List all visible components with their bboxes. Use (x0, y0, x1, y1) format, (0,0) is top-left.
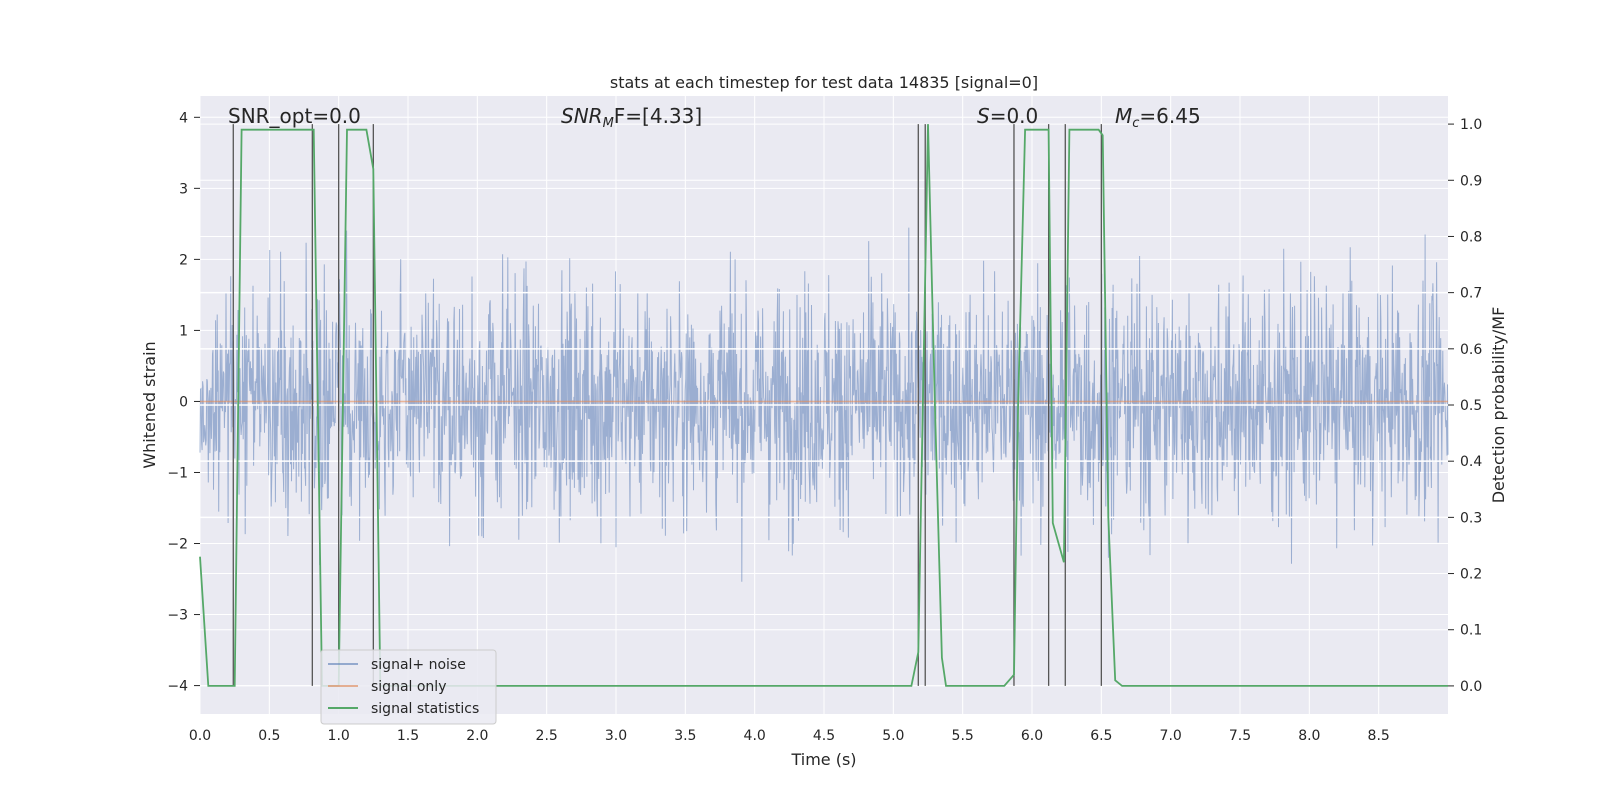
legend-box (320, 649, 497, 725)
y-tick-label: −1 (167, 465, 188, 481)
y-tick-label: 1 (179, 323, 188, 339)
x-tick-label: 3.5 (674, 728, 696, 744)
y-tick-label: 2 (179, 252, 188, 268)
y2-tick-label: 1.0 (1460, 117, 1482, 133)
y-tick-label: 0 (179, 394, 188, 410)
y2-axis-label: Detection probability/MF (1489, 307, 1508, 504)
annotation-mc: Mc=6.45 (1115, 104, 1201, 131)
x-tick-label: 0.0 (189, 728, 211, 744)
y2-tick-label: 0.6 (1460, 342, 1482, 358)
y2-tick-label: 0.3 (1460, 510, 1482, 526)
x-tick-label: 2.0 (466, 728, 488, 744)
y2-tick-label: 0.9 (1460, 173, 1482, 189)
y-tick-label: −2 (167, 537, 188, 553)
y2-axis-ticks: 1.0 0.9 0.8 0.7 0.6 0.5 0.4 0.3 0.2 0.1 0.0 (1448, 117, 1482, 695)
x-tick-label: 4.0 (744, 728, 766, 744)
y-tick-label: 4 (179, 110, 188, 126)
y2-tick-label: 0.1 (1460, 623, 1482, 639)
x-tick-label: 8.5 (1368, 728, 1390, 744)
y2-tick-label: 0.0 (1460, 679, 1482, 695)
signal-statistics-line (199, 124, 1448, 687)
x-axis-ticks: 0.0 0.5 1.0 1.5 2.0 2.5 3.0 3.5 4.0 4.5 5.0 5.5 6.0 6… (189, 728, 1390, 744)
x-tick-label: 7.0 (1160, 728, 1182, 744)
annotation-snr-mf: SNRMF=[4.33] (561, 104, 702, 131)
signal-statistics-series (199, 124, 1448, 687)
legend-label-noise: signal+ noise (371, 657, 466, 673)
x-tick-label: 3.0 (605, 728, 627, 744)
x-tick-label: 7.5 (1229, 728, 1251, 744)
y-axis-label: Whitened strain (140, 341, 159, 468)
chart-title: stats at each timestep for test data 148… (610, 73, 1038, 92)
x-tick-label: 5.5 (952, 728, 974, 744)
x-tick-label: 0.5 (258, 728, 280, 744)
y2-tick-label: 0.7 (1460, 286, 1482, 302)
x-tick-label: 6.0 (1021, 728, 1043, 744)
x-tick-label: 1.0 (328, 728, 350, 744)
x-axis-label: Time (s) (790, 750, 856, 769)
y-axis-ticks: 4 3 2 1 0 −1 −2 −3 −4 (167, 110, 200, 695)
x-tick-label: 4.5 (813, 728, 835, 744)
x-tick-label: 2.5 (536, 728, 558, 744)
y2-tick-label: 0.8 (1460, 229, 1482, 245)
x-tick-label: 1.5 (397, 728, 419, 744)
threshold-lines (200, 291, 1448, 519)
x-tick-label: 6.5 (1090, 728, 1112, 744)
annotation-snr-opt: SNR_opt=0.0 (228, 104, 361, 128)
legend-label-signal: signal only (371, 679, 446, 695)
legend: signal+ noise signal only signal statist… (320, 649, 497, 725)
legend-label-stats: signal statistics (371, 701, 479, 717)
y2-tick-label: 0.2 (1460, 567, 1482, 583)
noise-line (199, 227, 1449, 582)
signal-noise-series (199, 227, 1449, 582)
y-tick-label: −4 (167, 679, 188, 695)
annotation-s: S=0.0 (977, 104, 1038, 128)
y2-tick-label: 0.4 (1460, 454, 1482, 470)
y2-tick-label: 0.5 (1460, 398, 1482, 414)
y-tick-label: 3 (179, 181, 188, 197)
x-tick-label: 8.0 (1298, 728, 1320, 744)
y-tick-label: −3 (167, 608, 188, 624)
x-tick-label: 5.0 (882, 728, 904, 744)
